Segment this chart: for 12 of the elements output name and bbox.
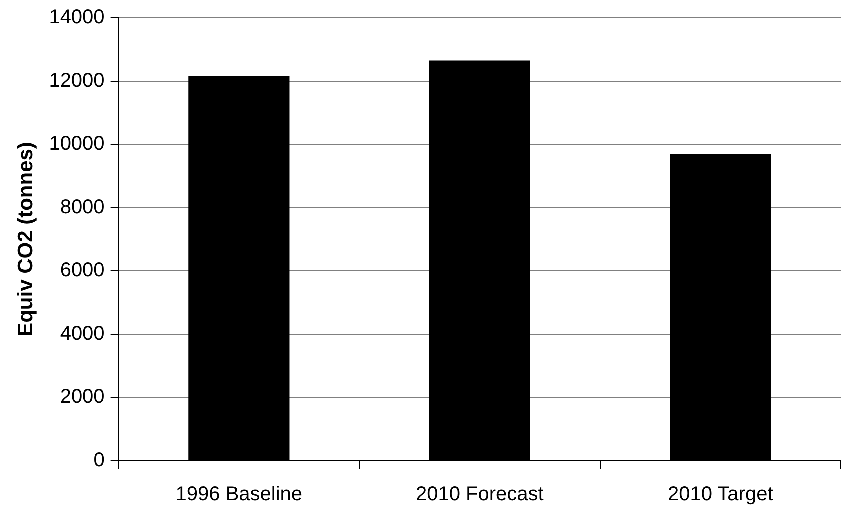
x-tick-label: 2010 Forecast xyxy=(416,484,544,506)
y-tick-label: 8000 xyxy=(60,196,105,218)
y-tick-label: 2000 xyxy=(60,386,105,408)
y-tick-label: 0 xyxy=(94,450,105,472)
x-tick-label: 1996 Baseline xyxy=(176,484,303,506)
y-tick-label: 6000 xyxy=(60,260,105,282)
y-tick-label: 14000 xyxy=(49,6,105,29)
y-axis-title: Equiv CO2 (tonnes) xyxy=(14,142,38,337)
y-tick-label: 4000 xyxy=(60,322,105,345)
x-tick-label: 2010 Target xyxy=(668,484,774,506)
y-tick-label: 12000 xyxy=(49,70,105,92)
y-tick-label: 10000 xyxy=(49,133,105,156)
